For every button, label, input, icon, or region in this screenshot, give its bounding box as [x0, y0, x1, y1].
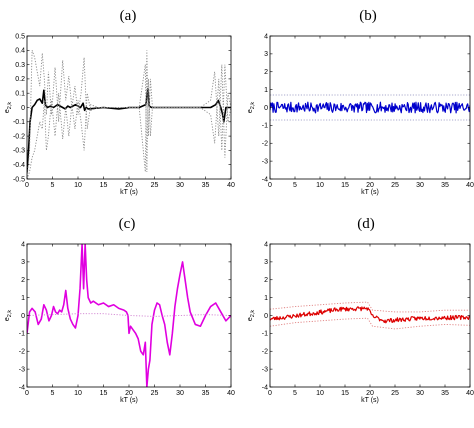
y-tick-label: -1	[262, 123, 268, 130]
y-tick-label: -4	[19, 384, 25, 391]
y-axis-label: e2,k	[247, 102, 256, 113]
x-tick-label: 5	[293, 182, 297, 189]
x-tick-label: 15	[341, 182, 349, 189]
y-tick-label: 2	[264, 277, 268, 284]
y-tick-label: 0	[21, 313, 25, 320]
series-line-2	[270, 317, 470, 330]
y-tick-label: -0.4	[13, 162, 25, 169]
y-tick-label: 0	[21, 105, 25, 112]
plot-frame	[26, 243, 232, 388]
x-tick-label: 0	[25, 182, 29, 189]
y-tick-label: 1	[264, 87, 268, 94]
series-line-1	[27, 50, 231, 179]
x-tick-label: 25	[391, 390, 399, 397]
x-tick-label: 10	[316, 390, 324, 397]
y-tick-label: -4	[262, 176, 268, 183]
x-tick-label: 40	[227, 390, 235, 397]
x-tick-label: 40	[466, 182, 474, 189]
x-axis-label: kT (s)	[120, 397, 138, 404]
series-line-0	[270, 306, 470, 324]
y-tick-label: 4	[21, 241, 25, 248]
y-tick-label: 3	[264, 259, 268, 266]
x-tick-label: 40	[466, 390, 474, 397]
x-tick-label: 30	[416, 182, 424, 189]
x-tick-label: 35	[202, 182, 210, 189]
series-line-0	[27, 88, 231, 172]
y-tick-label: 0	[264, 105, 268, 112]
y-tick-label: 0.5	[15, 33, 25, 40]
panel-label: (c)	[119, 216, 136, 232]
x-tick-label: 35	[441, 182, 449, 189]
y-tick-label: 1	[264, 295, 268, 302]
x-tick-label: 30	[176, 182, 184, 189]
x-tick-label: 30	[176, 390, 184, 397]
x-tick-label: 5	[51, 182, 55, 189]
series-line-0	[27, 244, 231, 387]
y-tick-label: 0.3	[15, 62, 25, 69]
panel-label: (d)	[357, 216, 375, 232]
y-tick-label: 4	[264, 241, 268, 248]
series-line-0	[270, 101, 470, 114]
y-tick-label: 0.2	[15, 76, 25, 83]
x-tick-label: 25	[151, 390, 159, 397]
x-tick-label: 5	[51, 390, 55, 397]
y-tick-label: -1	[262, 331, 268, 338]
x-tick-label: 20	[125, 182, 133, 189]
x-tick-label: 5	[293, 390, 297, 397]
y-axis-label: e2,k	[247, 310, 256, 321]
x-tick-label: 10	[74, 390, 82, 397]
x-tick-label: 40	[227, 182, 235, 189]
y-tick-label: -1	[19, 331, 25, 338]
x-axis-label: kT (s)	[361, 397, 379, 404]
y-tick-label: -2	[262, 349, 268, 356]
y-tick-label: 3	[264, 51, 268, 58]
panel-label: (b)	[359, 8, 377, 24]
panel-label: (a)	[120, 8, 137, 24]
x-tick-label: 20	[125, 390, 133, 397]
y-tick-label: 4	[264, 33, 268, 40]
x-tick-label: 15	[100, 390, 108, 397]
x-tick-label: 0	[268, 182, 272, 189]
x-axis-label: kT (s)	[120, 189, 138, 196]
x-axis-label: kT (s)	[361, 189, 379, 196]
y-tick-label: 3	[21, 259, 25, 266]
y-tick-label: -0.1	[13, 119, 25, 126]
x-tick-label: 0	[268, 390, 272, 397]
y-tick-label: -0.5	[13, 176, 25, 183]
y-tick-label: -0.3	[13, 148, 25, 155]
y-tick-label: -3	[19, 366, 25, 373]
y-tick-label: -3	[262, 366, 268, 373]
x-tick-label: 10	[316, 182, 324, 189]
y-axis-label: e2,k	[4, 310, 13, 321]
y-tick-label: -2	[19, 349, 25, 356]
x-tick-label: 15	[100, 182, 108, 189]
y-tick-label: -3	[262, 158, 268, 165]
y-tick-label: 2	[264, 69, 268, 76]
y-tick-label: -2	[262, 141, 268, 148]
x-tick-label: 10	[74, 182, 82, 189]
x-tick-label: 15	[341, 390, 349, 397]
x-tick-label: 0	[25, 390, 29, 397]
x-tick-label: 25	[151, 182, 159, 189]
y-tick-label: -4	[262, 384, 268, 391]
series-line-2	[27, 64, 231, 179]
x-tick-label: 25	[391, 182, 399, 189]
y-axis-label: e2,k	[4, 102, 13, 113]
x-tick-label: 20	[366, 182, 374, 189]
y-tick-label: 0.1	[15, 91, 25, 98]
series-line-1	[27, 313, 231, 317]
x-tick-label: 30	[416, 390, 424, 397]
y-tick-label: -0.2	[13, 133, 25, 140]
x-tick-label: 35	[202, 390, 210, 397]
x-tick-label: 20	[366, 390, 374, 397]
y-tick-label: 1	[21, 295, 25, 302]
y-tick-label: 2	[21, 277, 25, 284]
y-tick-label: 0.4	[15, 48, 25, 55]
x-tick-label: 35	[441, 390, 449, 397]
y-tick-label: 0	[264, 313, 268, 320]
